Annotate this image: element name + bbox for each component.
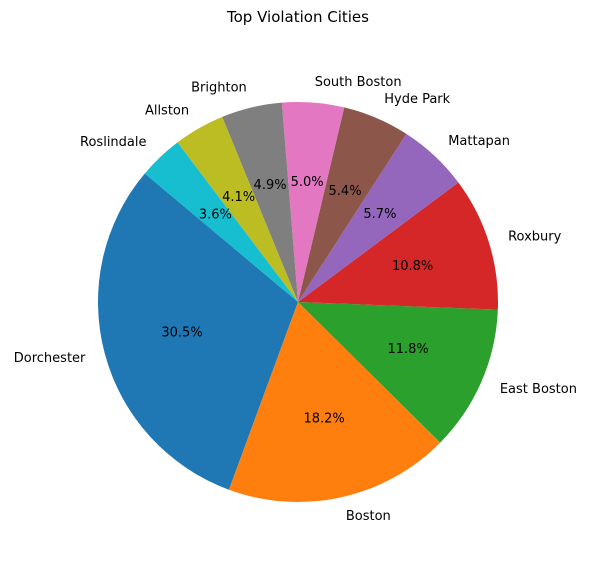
- percent-label-hyde-park: 5.4%: [329, 184, 362, 199]
- pie-slice-roxbury: [298, 182, 498, 310]
- category-label-mattapan: Mattapan: [448, 134, 510, 149]
- pie-slice-mattapan: [298, 133, 459, 302]
- category-label-dorchester: Dorchester: [14, 351, 86, 366]
- percent-label-allston: 4.1%: [222, 190, 255, 205]
- pie-slice-roslindale: [144, 142, 298, 302]
- pie-slice-hyde-park: [298, 107, 407, 303]
- percent-label-dorchester: 30.5%: [161, 325, 202, 340]
- pie-slices: [97, 102, 498, 502]
- category-labels: Dorchester Boston East Boston Roxbury Mattap…: [14, 75, 577, 524]
- category-label-brighton: Brighton: [191, 81, 247, 96]
- pie-slice-allston: [177, 116, 298, 302]
- category-label-allston: Allston: [145, 103, 189, 118]
- category-label-east-boston: East Boston: [500, 382, 577, 397]
- pie-slice-dorchester: [97, 173, 298, 490]
- percent-label-south-boston: 5.0%: [291, 175, 324, 190]
- percent-label-mattapan: 5.7%: [363, 207, 396, 222]
- percent-label-east-boston: 11.8%: [387, 342, 428, 357]
- pie-slice-east-boston: [298, 302, 498, 443]
- pie-slice-boston: [228, 302, 441, 502]
- category-label-south-boston: South Boston: [315, 75, 402, 90]
- category-label-hyde-park: Hyde Park: [384, 92, 450, 107]
- percent-labels: 30.5% 18.2% 11.8% 10.8% 5.7%5.4% 5.0% 4.9%4.1%…: [161, 175, 433, 427]
- pie-slice-brighton: [222, 102, 298, 302]
- category-label-roxbury: Roxbury: [508, 229, 562, 244]
- pie-slice-south-boston: [281, 102, 345, 302]
- percent-label-roxbury: 10.8%: [392, 259, 433, 274]
- percent-label-roslindale: 3.6%: [199, 207, 232, 222]
- percent-label-boston: 18.2%: [303, 412, 344, 427]
- category-label-roslindale: Roslindale: [80, 135, 146, 150]
- chart-title: Top Violation Cities: [226, 8, 369, 26]
- percent-label-brighton: 4.9%: [254, 178, 287, 193]
- category-label-boston: Boston: [346, 509, 391, 524]
